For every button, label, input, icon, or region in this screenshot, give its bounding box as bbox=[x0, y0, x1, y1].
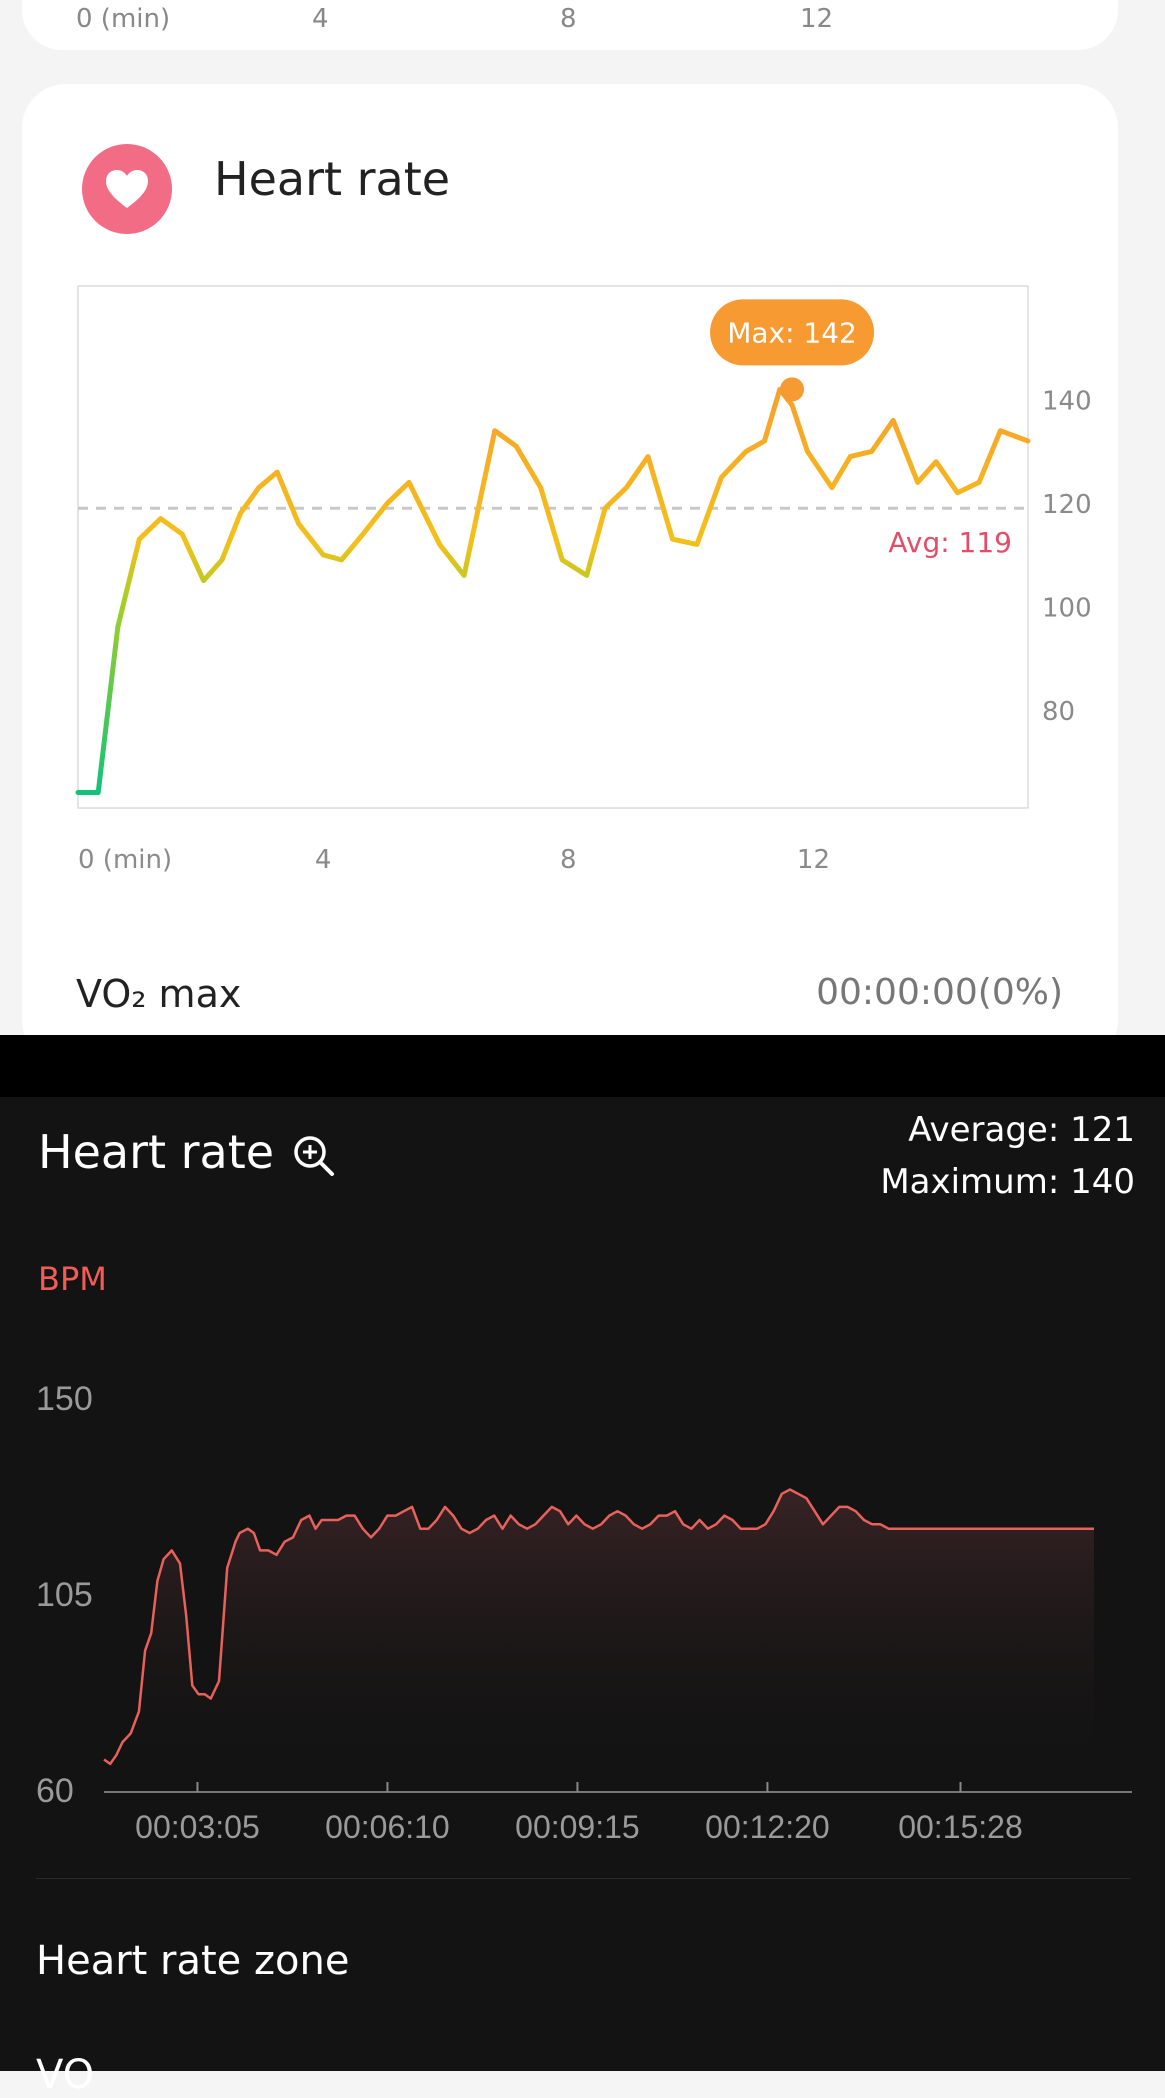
heart-rate-card bbox=[22, 84, 1118, 1064]
max-badge bbox=[710, 299, 875, 366]
x-tick-label: 8 bbox=[560, 845, 577, 875]
y-tick-label: 60 bbox=[36, 1772, 74, 1810]
prev-axis-tick: 8 bbox=[560, 4, 577, 34]
y-tick-label: 120 bbox=[1042, 490, 1092, 520]
heart-rate-area-line bbox=[103, 1488, 1094, 1766]
x-tick-label: 00:15:28 bbox=[898, 1809, 1023, 1845]
x-tick-label: 00:09:15 bbox=[515, 1809, 640, 1845]
heart-rate-line-chart: Avg: 119 Max: 142 80 100 120 140 0 (min) 4 8 12 bbox=[75, 285, 1092, 875]
average-label: Avg: 119 bbox=[888, 526, 1012, 559]
previous-card bbox=[22, 0, 1118, 50]
heart-rate-zone-title: Heart rate zone bbox=[36, 1938, 350, 1984]
separator-strip bbox=[0, 1035, 1165, 1097]
zoom-in-icon[interactable] bbox=[292, 1134, 336, 1178]
x-tick-label: 00:06:10 bbox=[325, 1809, 450, 1845]
max-label: Max: 142 bbox=[727, 316, 857, 349]
vo2-max-value: 00:00:00(0%) bbox=[816, 972, 1063, 1013]
maximum-stat: Maximum: 140 bbox=[880, 1162, 1135, 1202]
truncated-label: VO bbox=[36, 2052, 95, 2098]
plot-frame bbox=[77, 285, 1029, 809]
x-tick-label: 0 (min) bbox=[78, 845, 172, 875]
y-tick-label: 105 bbox=[36, 1576, 93, 1614]
y-tick-label: 80 bbox=[1042, 697, 1075, 727]
x-tick-label: 12 bbox=[797, 845, 830, 875]
section-divider bbox=[36, 1878, 1130, 1879]
vo2-max-label: VO₂ max bbox=[76, 972, 242, 1016]
heart-icon bbox=[106, 170, 148, 208]
y-tick-label: 140 bbox=[1042, 387, 1092, 417]
y-tick-label: 150 bbox=[36, 1380, 93, 1418]
heart-rate-area-fill bbox=[104, 1489, 1094, 1790]
bpm-unit-label: BPM bbox=[38, 1260, 107, 1298]
x-tick-label: 00:12:20 bbox=[705, 1809, 830, 1845]
card-title: Heart rate bbox=[214, 152, 451, 206]
average-stat: Average: 121 bbox=[908, 1110, 1135, 1150]
x-tick-label: 4 bbox=[315, 845, 332, 875]
heart-rate-series-line bbox=[75, 386, 1031, 795]
light-panel: 0 (min) 4 8 12 Heart rate Avg: 119 Max: 1… bbox=[0, 0, 1165, 1064]
prev-axis-tick: 0 (min) bbox=[76, 4, 171, 34]
heart-badge bbox=[82, 144, 172, 234]
x-tick-label: 00:03:05 bbox=[135, 1809, 260, 1845]
heart-rate-area-chart: 60 105 150 00:03:05 00:06:10 00:09:15 00:12:20… bbox=[36, 1380, 1132, 1845]
prev-axis-tick: 12 bbox=[800, 4, 834, 34]
dark-card-title: Heart rate bbox=[38, 1125, 275, 1179]
max-point bbox=[780, 377, 805, 402]
prev-axis-tick: 4 bbox=[312, 4, 329, 34]
y-tick-label: 100 bbox=[1042, 593, 1092, 623]
